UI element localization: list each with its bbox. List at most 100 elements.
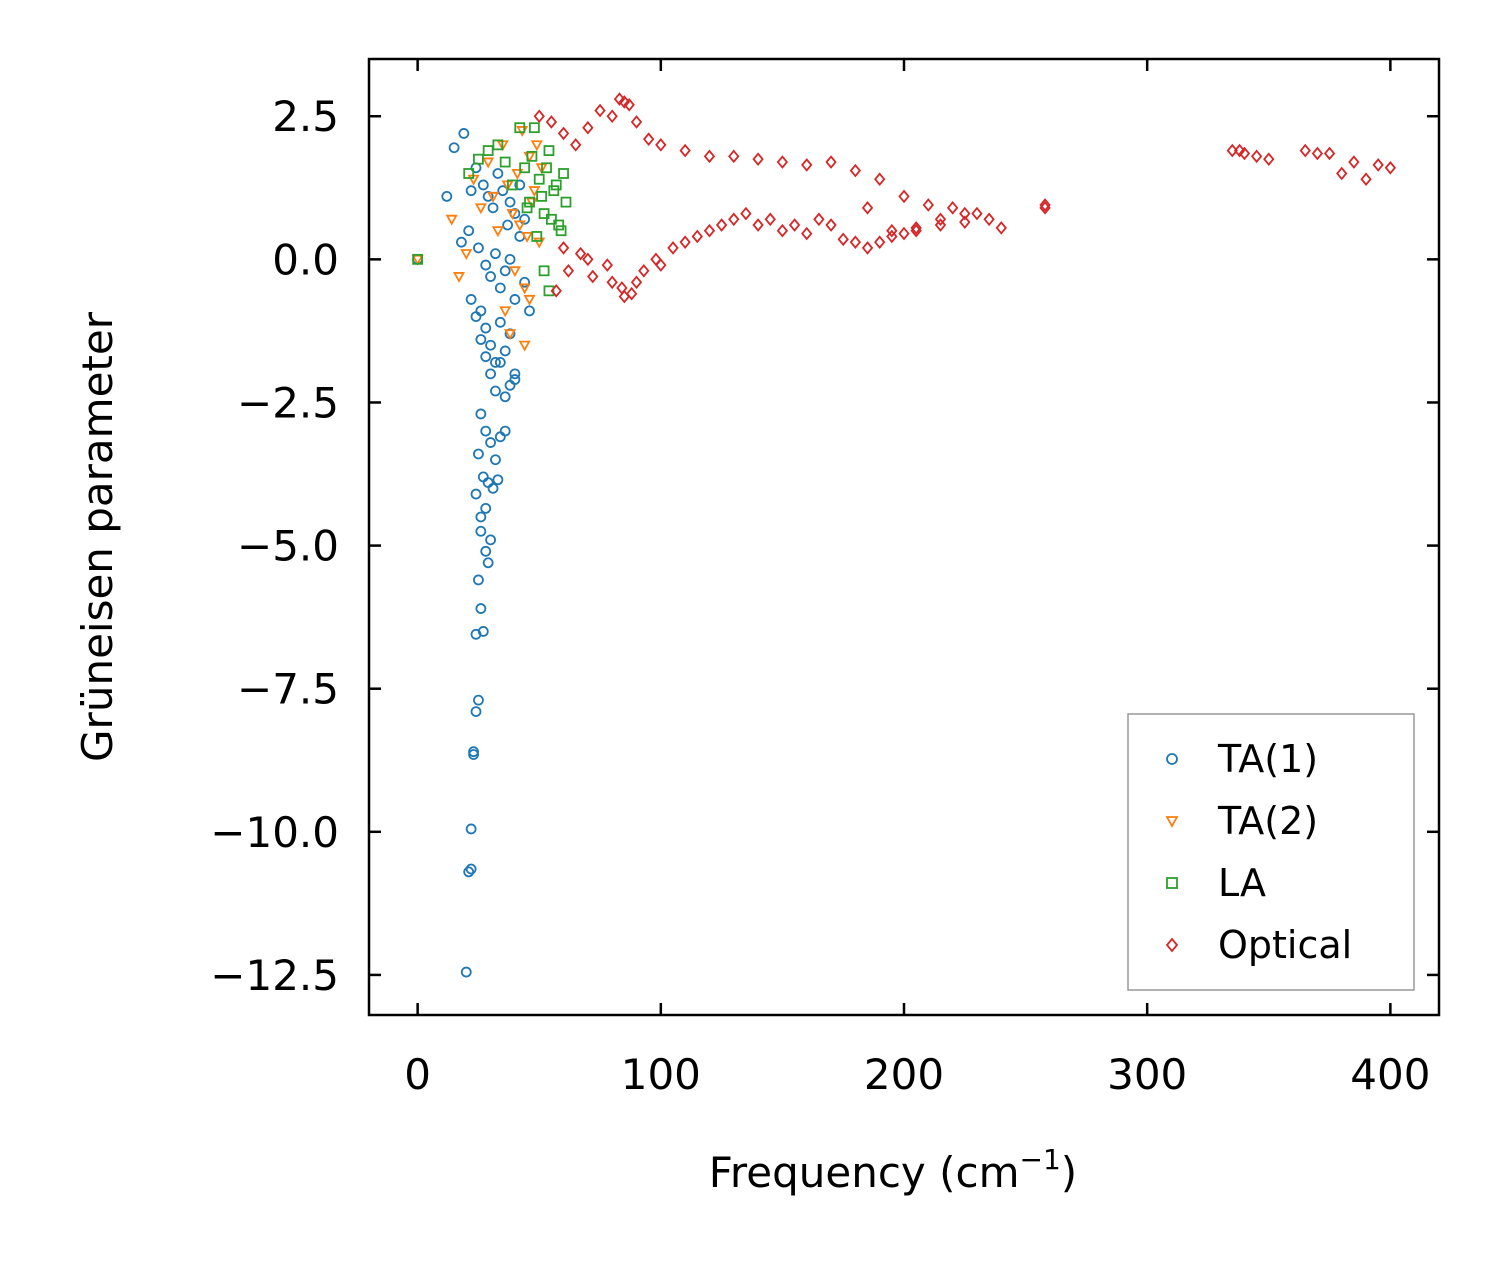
point-optical [715,218,728,232]
point-optical [861,241,874,255]
point-optical [1323,146,1336,161]
point-ta1 [524,305,535,317]
y-tick-label: 2.5 [272,92,339,141]
point-ta1 [504,253,516,265]
point-la [499,156,511,168]
point-la [492,139,504,151]
point-optical [922,198,934,212]
point-optical [740,206,752,221]
point-optical [616,281,628,295]
point-optical [934,212,947,227]
point-la [482,145,494,156]
point-optical [570,138,582,152]
legend-entry-la: LA [1166,861,1266,905]
point-la [538,265,550,277]
point-optical [691,229,703,244]
point-optical [587,269,599,284]
x-axis-label-sup: −1 [1020,1143,1061,1176]
legend-entry-ta1: TA(1) [1166,737,1318,781]
point-optical [574,246,587,261]
point-optical [788,218,801,232]
y-tick-label: −7.5 [237,665,339,714]
point-ta2 [482,157,495,169]
point-optical [606,109,618,124]
point-ta1 [480,351,492,363]
point-ta2 [530,140,543,152]
point-optical [898,226,910,241]
point-ta1 [519,276,531,288]
point-ta1 [485,271,496,282]
point-ta1 [473,242,484,254]
point-ta2 [486,191,500,203]
point-la [531,231,543,242]
point-optical [801,158,813,172]
point-optical [898,189,910,204]
point-ta1 [487,482,499,494]
point-optical [752,218,764,232]
legend-label-ta1: TA(1) [1217,737,1318,781]
point-la [538,208,550,219]
point-optical [934,218,947,232]
point-optical [613,92,626,106]
y-tick-label: −5.0 [237,522,339,571]
point-la [519,162,531,174]
point-optical [638,264,650,278]
point-optical [1299,143,1311,158]
point-ta1 [475,603,487,614]
point-optical [776,155,789,169]
point-la [412,253,424,265]
point-optical [1311,146,1324,161]
point-optical [813,212,825,227]
point-ta1 [473,574,484,586]
point-ta1 [494,357,506,368]
point-ta1 [475,408,487,420]
point-optical [910,221,922,235]
point-optical [655,138,667,152]
y-tick-label: 0.0 [272,235,339,284]
x-tick-label: 0 [404,1050,431,1099]
point-ta2 [518,283,531,295]
point-optical [1233,143,1246,158]
point-ta1 [480,322,492,334]
point-ta1 [475,525,487,537]
point-optical [825,218,837,232]
legend-entry-ta2: TA(2) [1165,799,1318,843]
point-ta2 [499,306,512,318]
point-la [473,153,484,165]
point-optical [825,155,837,169]
point-ta1 [470,311,482,323]
point-ta1 [492,474,504,486]
legend-entry-optical: Optical [1165,923,1352,967]
point-ta1 [475,511,487,523]
point-ta1 [490,385,501,397]
point-ta1 [499,265,511,277]
point-ta1 [477,179,489,191]
point-ta1 [482,557,494,569]
legend-marker-shape [1166,753,1178,765]
point-ta1 [502,219,514,231]
point-optical [582,120,594,135]
legend-marker-shape [1165,937,1179,953]
point-ta1 [485,339,496,351]
point-la [533,173,545,185]
point-ta1 [470,628,482,640]
point-optical [562,264,575,278]
point-optical [1372,158,1384,172]
point-ta2 [445,214,458,226]
x-axis-label: Frequency (cm−1) [709,1143,1077,1197]
point-optical [946,201,959,215]
y-tick-label: −2.5 [237,378,339,427]
point-optical [837,232,849,247]
point-optical [601,258,613,272]
point-optical [594,103,606,118]
point-ta1 [465,823,477,835]
point-la [543,285,555,297]
point-la [526,150,538,162]
point-ta1 [490,357,501,368]
point-ta1 [448,142,460,154]
point-optical [630,275,643,290]
point-ta1 [499,425,511,437]
point-optical [874,235,886,249]
point-ta1 [465,185,477,197]
